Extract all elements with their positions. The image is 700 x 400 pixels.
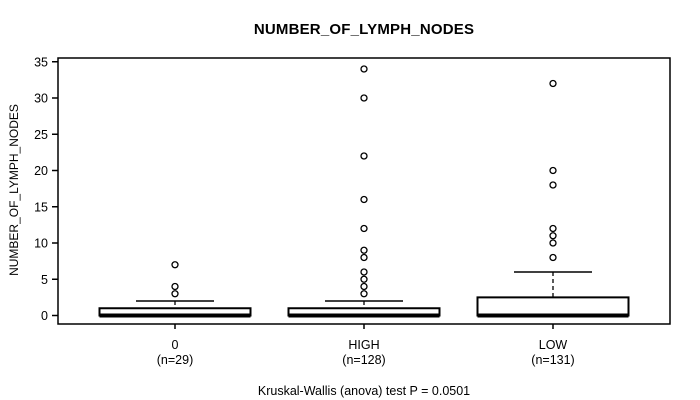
chart-title: NUMBER_OF_LYMPH_NODES	[253, 21, 475, 38]
y-axis-tick-label: 25	[34, 128, 48, 142]
y-axis-tick-label: 10	[34, 237, 48, 251]
outlier-point	[171, 290, 179, 298]
outlier-point	[549, 253, 557, 262]
y-axis-tick-label: 0	[41, 309, 48, 323]
outlier-point	[171, 282, 179, 291]
x-axis-group-label: LOW	[539, 338, 568, 352]
y-axis-tick-label: 35	[34, 55, 48, 69]
y-axis-tick-label: 15	[34, 200, 48, 214]
outlier-point	[360, 94, 368, 102]
outlier-point	[360, 282, 368, 291]
y-axis-tick-label: 5	[41, 273, 48, 287]
outlier-point	[360, 290, 368, 298]
outlier-point	[549, 79, 557, 88]
outlier-point	[549, 224, 557, 233]
outlier-point	[360, 65, 368, 73]
outlier-point	[549, 232, 557, 240]
y-axis-tick-label: 30	[34, 92, 48, 106]
x-axis-group-label: HIGH	[348, 338, 379, 352]
x-axis-group-sublabel: (n=29)	[157, 353, 193, 367]
outlier-point	[360, 224, 368, 233]
outlier-point	[360, 152, 368, 160]
outlier-point	[360, 195, 368, 204]
outlier-point	[360, 246, 368, 254]
y-axis-tick-label: 20	[34, 164, 48, 178]
stats-caption: Kruskal-Wallis (anova) test P = 0.0501	[257, 384, 471, 398]
outlier-point	[360, 275, 368, 283]
outlier-point	[360, 253, 368, 262]
x-axis-group-sublabel: (n=128)	[342, 353, 385, 367]
outlier-point	[360, 268, 368, 276]
outlier-point	[549, 166, 557, 175]
outlier-point	[171, 261, 179, 269]
outlier-point	[549, 239, 557, 247]
x-axis-group-sublabel: (n=131)	[531, 353, 574, 367]
iqr-box	[476, 296, 630, 317]
x-axis-group-label: 0	[172, 338, 179, 352]
outlier-point	[549, 181, 557, 189]
